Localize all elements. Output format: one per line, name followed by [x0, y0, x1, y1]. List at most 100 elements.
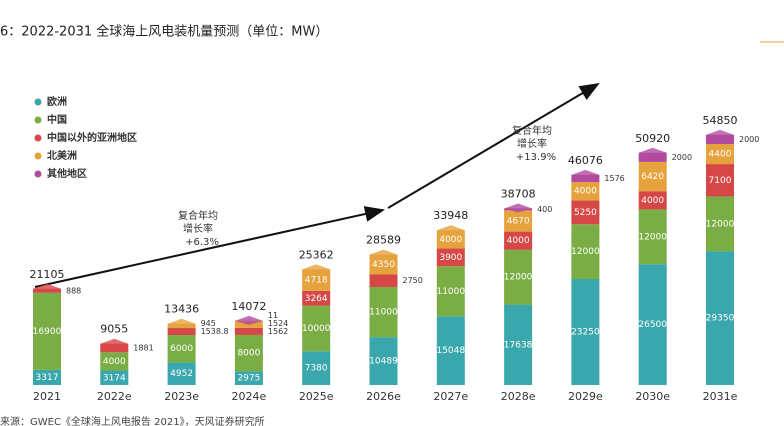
total-label: 50920: [635, 132, 670, 145]
total-label: 28589: [366, 234, 401, 247]
bar-segment: [234, 327, 263, 335]
bar-segment: [571, 200, 600, 225]
segment-label: 2975: [237, 374, 260, 384]
total-label: 13436: [164, 303, 199, 316]
segment-label: 4000: [103, 357, 126, 367]
bar-segment: [571, 224, 600, 279]
bar-cap: [638, 147, 667, 157]
bar-segment: [100, 352, 129, 371]
x-tick-label: 2028e: [501, 390, 536, 403]
side-label: 2000: [739, 135, 759, 144]
segment-label: 23250: [571, 327, 600, 337]
segment-label: 6420: [641, 172, 664, 182]
legend-label: 欧洲: [47, 95, 67, 108]
legend-marker: [34, 152, 42, 160]
bar-segment: [302, 290, 331, 306]
segment-label: 11000: [369, 308, 398, 318]
legend-marker: [34, 116, 42, 124]
bar-cap: [369, 249, 398, 259]
legend-marker: [34, 134, 42, 142]
bar-cap: [571, 169, 600, 179]
segment-label: 16900: [33, 327, 62, 337]
bar-segment: [302, 351, 331, 385]
total-label: 46076: [568, 154, 603, 167]
bar-segment: [638, 152, 667, 162]
x-tick-label: 2030e: [635, 390, 670, 403]
chart-title: 6：2022-2031 全球海上风电装机量预测（单位：MW）: [0, 24, 328, 40]
bar-segment: [167, 328, 196, 336]
segment-label: 15048: [436, 346, 465, 356]
bar-cap: [100, 338, 129, 348]
legend-marker: [34, 170, 42, 178]
legend-label: 其他地区: [47, 167, 87, 180]
total-label: 14072: [231, 300, 266, 313]
segment-label: 3900: [439, 253, 462, 263]
segment-label: 4000: [507, 236, 530, 246]
bar-segment: [504, 304, 533, 385]
segment-label: 4350: [372, 260, 395, 270]
x-tick-label: 2023e: [164, 390, 199, 403]
segment-label: 6000: [170, 344, 193, 354]
bar-segment: [571, 278, 600, 385]
annotation: 增长率: [517, 137, 547, 150]
annotation: 增长率: [183, 222, 213, 235]
side-label: 11: [268, 311, 278, 320]
bar-cap: [33, 283, 61, 293]
segment-label: 7380: [305, 364, 328, 374]
segment-label: 10000: [302, 324, 331, 334]
bar-segment: [504, 231, 533, 250]
bar-segment: [369, 337, 398, 385]
bar-segment: [706, 144, 734, 165]
side-label: 2000: [672, 153, 692, 162]
bar-segment: [33, 292, 61, 370]
total-label: 25362: [299, 248, 334, 261]
segment-label: 11000: [436, 287, 465, 297]
bar-cap: [167, 318, 196, 328]
bar-cap: [436, 225, 465, 235]
annotation: 复合年均: [512, 124, 552, 137]
segment-label: 17638: [504, 340, 533, 350]
bar-segment: [369, 254, 398, 275]
bar-cap: [706, 129, 734, 139]
x-tick-label: 2025e: [299, 390, 334, 403]
segment-label: 4400: [709, 150, 732, 160]
bar-segment: [234, 334, 263, 372]
x-tick-label: 2026e: [366, 390, 401, 403]
segment-label: 3174: [103, 373, 126, 383]
trend-arrow: [34, 206, 385, 288]
segment-label: 10489: [369, 357, 398, 367]
segment-label: 26500: [638, 320, 667, 330]
side-label: 400: [537, 205, 552, 214]
bar-segment: [369, 287, 398, 338]
bar-segment: [436, 316, 465, 385]
trend-arrow: [387, 82, 600, 209]
segment-label: 12000: [504, 273, 533, 283]
legend-label: 中国: [47, 113, 67, 126]
segment-label: 12000: [706, 219, 735, 229]
segment-label: 29350: [706, 314, 735, 324]
segment-label: 4000: [574, 187, 597, 197]
x-tick-label: 2031e: [703, 390, 738, 403]
bar-segment: [571, 182, 600, 201]
x-tick-label: 2022e: [97, 390, 132, 403]
segment-label: 4000: [439, 235, 462, 245]
segment-label: 4718: [305, 276, 328, 286]
bar-segment: [638, 161, 667, 192]
bar-segment: [504, 249, 533, 305]
bar-segment: [436, 266, 465, 317]
side-label: 945: [201, 319, 216, 328]
segment-label: 5250: [574, 208, 597, 218]
segment-label: 7100: [709, 176, 732, 186]
segment-label: 12000: [638, 232, 667, 242]
x-tick-label: 2029e: [568, 390, 603, 403]
segment-label: 3264: [305, 294, 328, 304]
side-label: 1562: [268, 327, 288, 336]
bar-segment: [167, 362, 196, 385]
bar-segment: [638, 209, 667, 265]
bar-segment: [638, 191, 667, 210]
segment-label: 8000: [237, 349, 260, 359]
annotation: +13.9%: [516, 152, 556, 163]
bar-segment: [504, 210, 533, 232]
side-label: 1524: [268, 319, 288, 328]
